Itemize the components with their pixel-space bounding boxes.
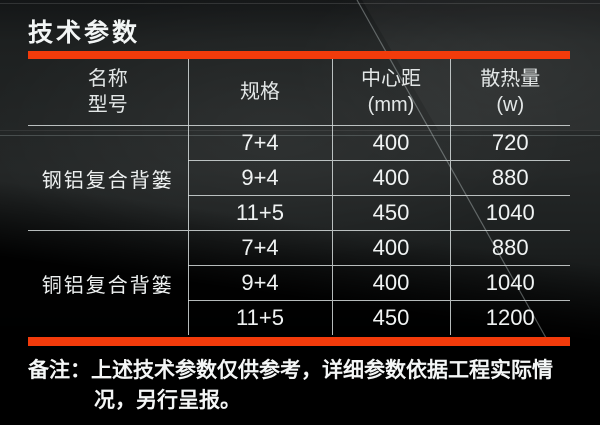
- table-cell: 450: [332, 195, 451, 231]
- footnote: 备注：上述技术参数仅供参考，详细参数依据工程实际情 况，另行呈报。: [28, 356, 588, 416]
- table-cell: 400: [332, 230, 451, 266]
- header-row: 名称 型号 规格 中心距 (mm) 散热量 (w): [28, 59, 570, 126]
- accent-bar-top: [28, 51, 570, 59]
- table-cell: 11+5: [188, 195, 333, 231]
- table-row: 11+5 450 1040: [28, 195, 570, 231]
- group-cell-steel-aluminum: 钢铝复合背篓: [28, 125, 189, 231]
- table-row: 9+4 400 1040: [28, 265, 570, 301]
- table-cell: 400: [332, 125, 451, 161]
- table-cell: 1040: [450, 265, 570, 301]
- footnote-line-1: 备注：上述技术参数仅供参考，详细参数依据工程实际情: [28, 356, 588, 386]
- table-row: 9+4 400 880: [28, 160, 570, 196]
- footnote-line-2: 况，另行呈报。: [94, 389, 241, 412]
- table-cell: 400: [332, 160, 451, 196]
- table-cell: 9+4: [188, 160, 333, 196]
- table-cell: 7+4: [188, 230, 333, 266]
- header-cell-center-distance: 中心距 (mm): [332, 59, 451, 126]
- page-title: 技术参数: [28, 19, 141, 47]
- header-cell-name-model: 名称 型号: [28, 59, 189, 126]
- table-row: 钢铝复合背篓 7+4 400 720: [28, 125, 570, 231]
- table-cell: 11+5: [188, 300, 333, 335]
- footnote-text-1: 上述技术参数仅供参考，详细参数依据工程实际情: [91, 359, 553, 382]
- table-cell: 720: [491, 130, 529, 155]
- footnote-label: 备注：: [28, 359, 91, 382]
- table-cell: 880: [450, 160, 570, 196]
- header-cell-heat-output: 散热量 (w): [450, 59, 570, 126]
- table-cell: 1200: [450, 300, 570, 335]
- table-cell: 880: [450, 230, 570, 266]
- table-cell: 7+4: [188, 125, 333, 161]
- group-cell-copper-aluminum: 铜铝复合背篓: [28, 230, 189, 335]
- table-row: 11+5 450 1200: [28, 300, 570, 335]
- spec-table: 名称 型号 规格 中心距 (mm) 散热量 (w) 钢铝复合背篓 7+4 400…: [28, 59, 570, 335]
- table-cell: 1040: [450, 195, 570, 231]
- table-row: 铜铝复合背篓 7+4 400 880: [28, 230, 570, 335]
- accent-bar-bottom: [28, 337, 570, 346]
- header-cell-spec: 规格: [188, 59, 333, 126]
- table-cell: 450: [332, 300, 451, 335]
- table-cell: 400: [332, 265, 451, 301]
- table-cell: 9+4: [188, 265, 333, 301]
